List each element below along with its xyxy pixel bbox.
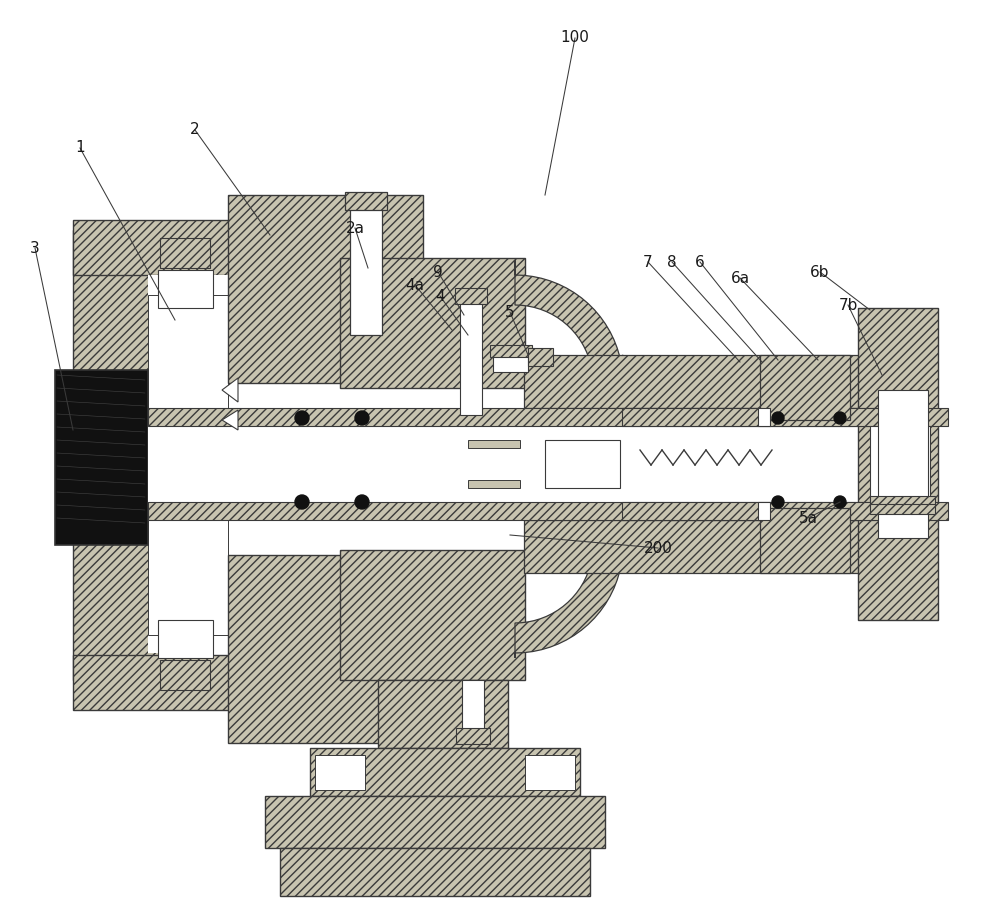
Text: 1: 1 [75,141,85,156]
Bar [760,355,850,420]
Bar [758,408,770,426]
Bar [493,350,528,372]
Bar [870,496,935,506]
Bar [622,408,884,426]
Bar [228,195,423,383]
Text: 4: 4 [435,288,445,304]
Bar [878,390,928,538]
Text: 100: 100 [561,30,589,45]
Polygon shape [515,260,623,383]
Bar [345,192,387,210]
Bar [160,238,210,268]
Bar [160,660,210,690]
Bar [870,426,930,502]
Bar [760,508,850,573]
Bar [148,408,948,426]
Bar [73,220,358,275]
Circle shape [295,411,309,425]
Bar [490,345,532,357]
Text: 6b: 6b [810,264,830,279]
Text: 9: 9 [433,264,443,279]
Circle shape [355,411,369,425]
Text: 3: 3 [30,240,40,255]
Bar [622,502,884,520]
Bar [350,195,382,335]
Text: 5a: 5a [798,510,818,526]
Bar [148,295,228,635]
Circle shape [772,496,784,508]
Bar [158,270,213,308]
Bar [758,502,770,520]
Bar [148,502,948,520]
Text: 7b: 7b [838,297,858,312]
Text: 7: 7 [643,254,653,270]
Bar [228,555,423,743]
Bar [460,295,482,415]
Bar [545,440,620,488]
Bar [158,620,213,658]
Bar [870,504,935,514]
Bar [265,796,605,848]
Circle shape [834,412,846,424]
Polygon shape [515,545,623,658]
Polygon shape [222,378,238,402]
Bar [315,755,365,790]
Bar [525,755,575,790]
Circle shape [295,495,309,509]
Bar [73,655,358,710]
Circle shape [834,496,846,508]
Bar [528,348,553,366]
Bar [455,288,487,304]
Text: 6: 6 [695,254,705,270]
Polygon shape [222,410,238,430]
Circle shape [355,495,369,509]
Polygon shape [468,440,520,448]
Bar [310,748,580,796]
Bar [280,848,590,896]
Bar [148,275,303,653]
Text: 2: 2 [190,122,200,137]
Bar [456,728,490,744]
Text: 200: 200 [644,541,672,555]
Circle shape [772,412,784,424]
Text: 2a: 2a [346,220,364,236]
Bar [340,258,525,388]
Bar [55,370,148,545]
Bar [340,550,525,680]
Bar [73,230,173,680]
Text: 5: 5 [505,305,515,320]
Text: 4a: 4a [406,277,424,293]
Text: 8: 8 [667,254,677,270]
Bar [524,355,884,408]
Bar [524,520,884,573]
Polygon shape [468,480,520,488]
Bar [378,680,508,748]
Text: 6a: 6a [730,271,750,286]
Bar [462,680,484,730]
Bar [148,426,908,502]
Bar [858,308,938,620]
